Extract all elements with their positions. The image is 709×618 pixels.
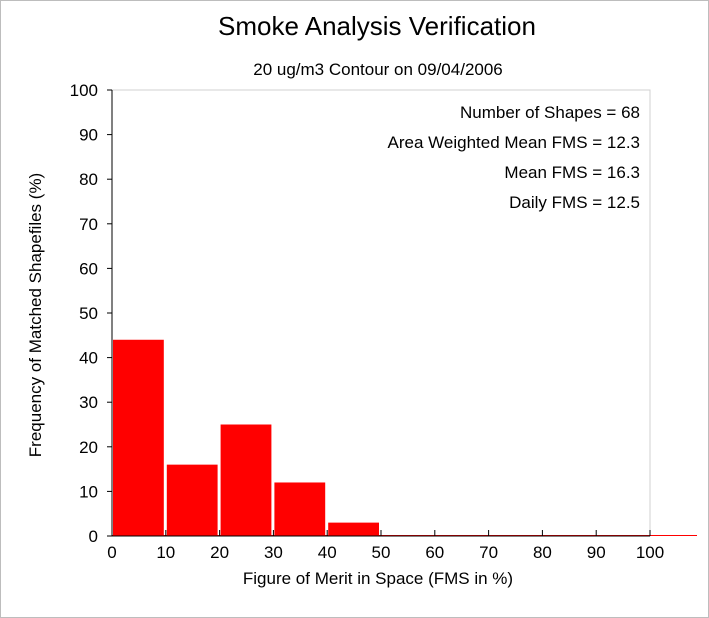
y-tick-label: 20 bbox=[79, 438, 98, 457]
y-tick-label: 10 bbox=[79, 482, 98, 501]
x-tick-label: 90 bbox=[587, 543, 606, 562]
x-tick-label: 30 bbox=[264, 543, 283, 562]
stat-annotation: Mean FMS = 16.3 bbox=[504, 163, 640, 182]
x-tick-label: 40 bbox=[318, 543, 337, 562]
histogram-bar bbox=[274, 482, 326, 536]
y-tick-label: 40 bbox=[79, 349, 98, 368]
stats-annotations: Number of Shapes = 68 Area Weighted Mean … bbox=[388, 103, 640, 212]
histogram-bar bbox=[113, 339, 164, 536]
y-tick-label: 50 bbox=[79, 304, 98, 323]
x-tick-label: 60 bbox=[425, 543, 444, 562]
y-tick-label: 70 bbox=[79, 215, 98, 234]
plot-area: 0 10 20 30 40 50 60 70 80 90 100 0 10 20 30 40 50 60 70 80 9… bbox=[70, 81, 697, 562]
chart-title: Smoke Analysis Verification bbox=[218, 11, 536, 41]
stat-annotation: Number of Shapes = 68 bbox=[460, 103, 640, 122]
y-tick-label: 30 bbox=[79, 393, 98, 412]
y-tick-label: 0 bbox=[89, 527, 98, 546]
y-tick-label: 60 bbox=[79, 259, 98, 278]
x-tick-label: 50 bbox=[372, 543, 391, 562]
stat-annotation: Daily FMS = 12.5 bbox=[509, 193, 640, 212]
chart-subtitle: 20 ug/m3 Contour on 09/04/2006 bbox=[253, 60, 503, 79]
x-tick-label: 70 bbox=[479, 543, 498, 562]
x-tick-label: 0 bbox=[107, 543, 116, 562]
x-tick-label: 10 bbox=[156, 543, 175, 562]
y-axis-label: Frequency of Matched Shapefiles (%) bbox=[26, 173, 45, 457]
stat-annotation: Area Weighted Mean FMS = 12.3 bbox=[388, 133, 640, 152]
x-tick-label: 100 bbox=[636, 543, 664, 562]
x-axis-label: Figure of Merit in Space (FMS in %) bbox=[243, 569, 513, 588]
x-tick-label: 80 bbox=[533, 543, 552, 562]
histogram-bar bbox=[220, 424, 272, 536]
histogram-bar bbox=[166, 464, 218, 536]
y-tick-label: 90 bbox=[79, 126, 98, 145]
y-tick-label: 100 bbox=[70, 81, 98, 100]
x-tick-label: 20 bbox=[210, 543, 229, 562]
y-tick-label: 80 bbox=[79, 170, 98, 189]
histogram-bar bbox=[328, 522, 379, 536]
